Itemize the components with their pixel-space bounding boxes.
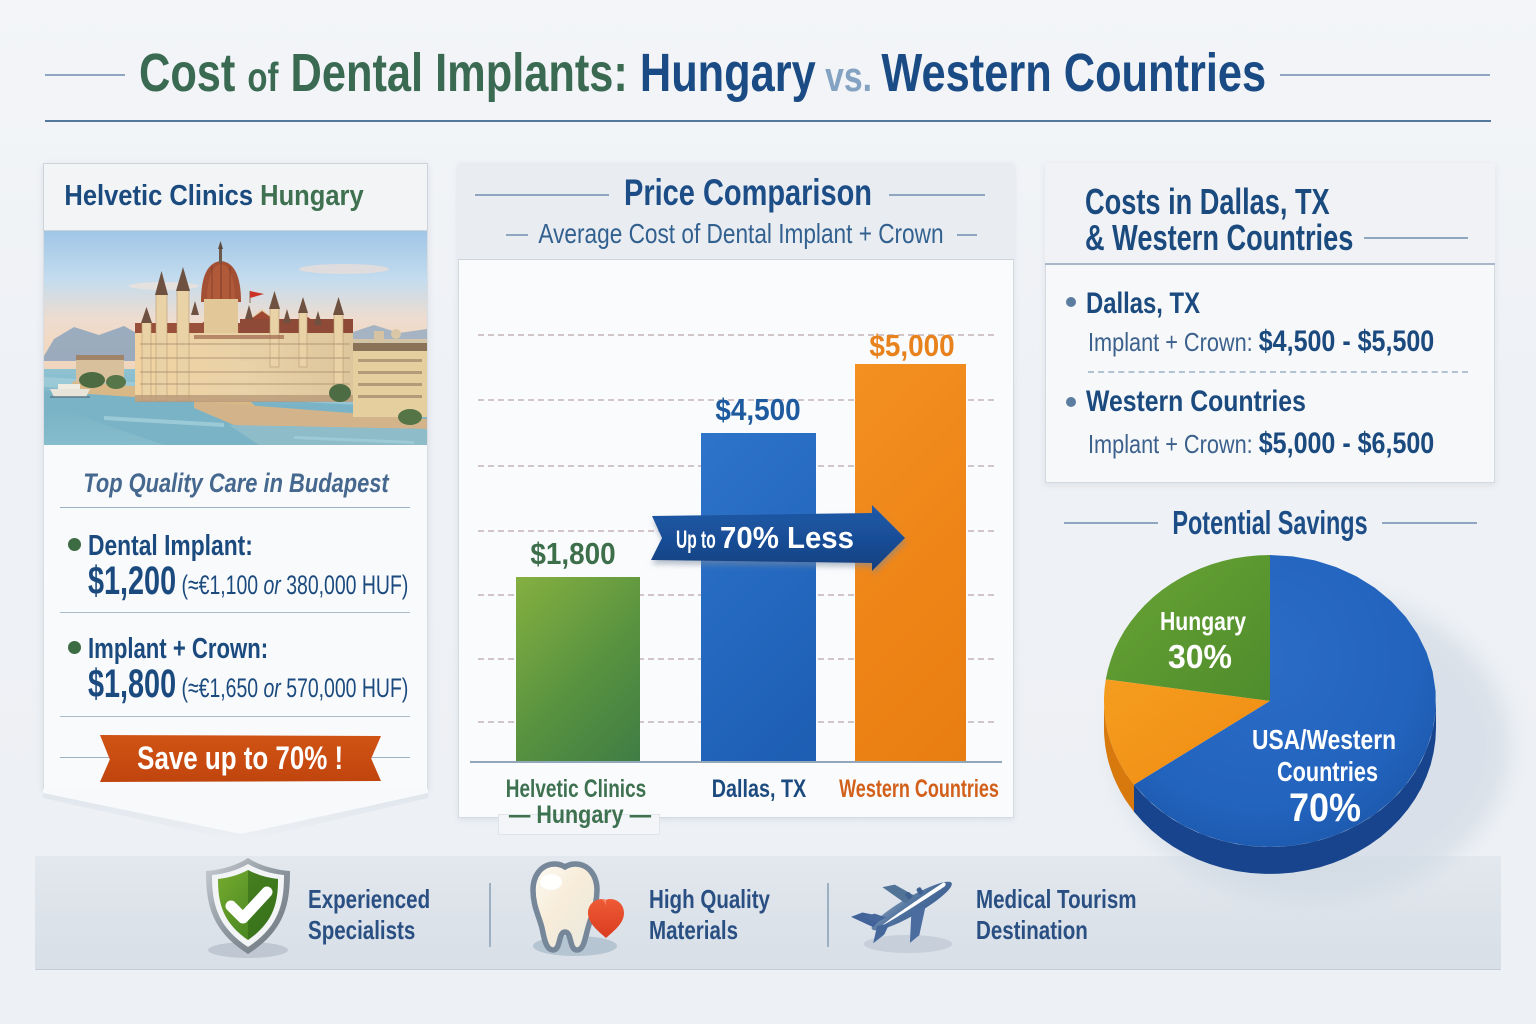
svg-text:Hungary: Hungary (1160, 606, 1246, 636)
svg-text:Countries: Countries (1277, 756, 1378, 787)
svg-text:30%: 30% (1168, 638, 1232, 675)
svg-text:70%: 70% (1289, 786, 1361, 830)
svg-text:Up to 70% Less: Up to 70% Less (676, 520, 854, 555)
svg-text:USA/Western: USA/Western (1252, 724, 1396, 755)
